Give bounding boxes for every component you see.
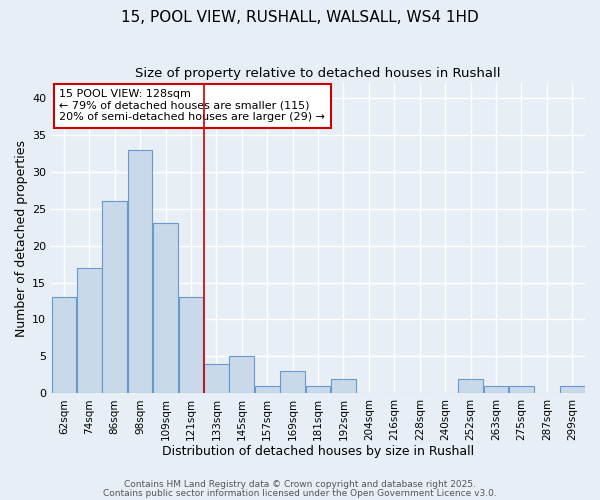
Bar <box>153 224 178 394</box>
Bar <box>458 378 483 394</box>
Bar <box>484 386 508 394</box>
Bar <box>509 386 534 394</box>
X-axis label: Distribution of detached houses by size in Rushall: Distribution of detached houses by size … <box>162 444 474 458</box>
Bar <box>255 386 280 394</box>
Bar <box>77 268 101 394</box>
Bar <box>179 298 203 394</box>
Bar <box>229 356 254 394</box>
Bar <box>52 298 76 394</box>
Text: Contains public sector information licensed under the Open Government Licence v3: Contains public sector information licen… <box>103 489 497 498</box>
Bar <box>306 386 331 394</box>
Bar <box>331 378 356 394</box>
Title: Size of property relative to detached houses in Rushall: Size of property relative to detached ho… <box>136 68 501 80</box>
Text: 15, POOL VIEW, RUSHALL, WALSALL, WS4 1HD: 15, POOL VIEW, RUSHALL, WALSALL, WS4 1HD <box>121 10 479 25</box>
Y-axis label: Number of detached properties: Number of detached properties <box>15 140 28 336</box>
Text: 15 POOL VIEW: 128sqm
← 79% of detached houses are smaller (115)
20% of semi-deta: 15 POOL VIEW: 128sqm ← 79% of detached h… <box>59 90 325 122</box>
Bar <box>103 202 127 394</box>
Bar <box>204 364 229 394</box>
Text: Contains HM Land Registry data © Crown copyright and database right 2025.: Contains HM Land Registry data © Crown c… <box>124 480 476 489</box>
Bar <box>280 371 305 394</box>
Bar <box>560 386 584 394</box>
Bar <box>128 150 152 394</box>
